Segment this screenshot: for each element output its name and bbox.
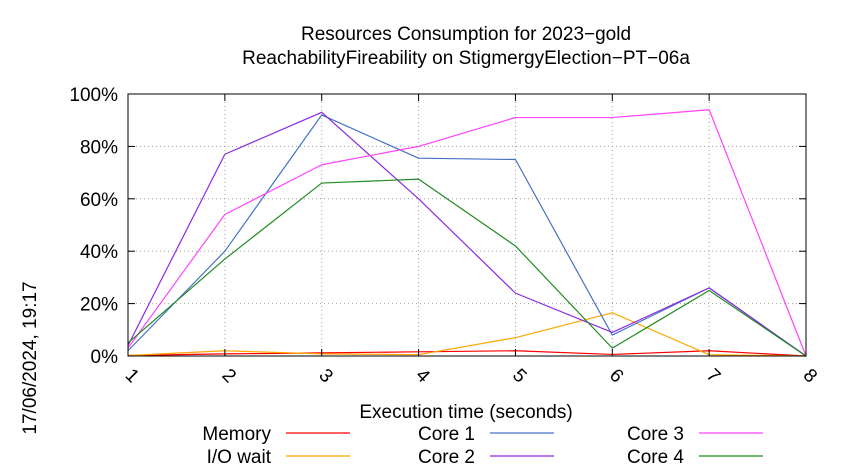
series-layer <box>127 109 807 357</box>
chart-subtitle: ReachabilityFireability on StigmergyElec… <box>242 48 690 69</box>
legend-label-core-1: Core 1 <box>418 424 475 445</box>
x-tick-label: 5 <box>508 365 530 387</box>
chart-title: Resources Consumption for 2023−gold <box>301 24 631 45</box>
legend-label-core-4: Core 4 <box>627 447 684 468</box>
timestamp-label: 17/06/2024, 19:17 <box>20 281 41 434</box>
x-tick-label: 4 <box>411 365 434 388</box>
grid <box>128 94 806 356</box>
x-axis-label: Execution time (seconds) <box>359 402 572 423</box>
y-tick-label: 20% <box>80 295 118 316</box>
y-tick-label: 0% <box>91 347 119 368</box>
x-tick-label: 3 <box>314 365 336 387</box>
legend-label-core-2: Core 2 <box>418 447 475 468</box>
legend-label-memory: Memory <box>202 424 271 445</box>
series-line-i-o-wait <box>127 312 807 357</box>
legend-label-core-3: Core 3 <box>627 424 684 445</box>
y-tick-label: 100% <box>69 85 118 106</box>
x-tick-label: 6 <box>605 365 627 387</box>
series-line-core-2 <box>127 111 807 357</box>
x-tick-label: 2 <box>218 365 240 387</box>
y-axis: 0% 20% 40% 60% 80% 100% <box>69 85 806 368</box>
legend-label-i-o-wait: I/O wait <box>207 447 272 468</box>
plot-frame <box>127 93 807 357</box>
y-tick-label: 40% <box>80 242 118 263</box>
series-line-core-3 <box>127 109 807 357</box>
x-tick-label: 8 <box>799 365 821 387</box>
x-tick-label: 1 <box>121 365 143 387</box>
series-line-memory <box>127 350 807 357</box>
y-tick-label: 80% <box>80 137 118 158</box>
x-tick-label: 7 <box>702 365 724 387</box>
y-tick-label: 60% <box>80 190 118 211</box>
series-line-core-4 <box>127 178 807 357</box>
series-line-core-1 <box>127 114 807 357</box>
x-axis: 1 2 3 4 5 6 7 8 <box>121 94 821 388</box>
